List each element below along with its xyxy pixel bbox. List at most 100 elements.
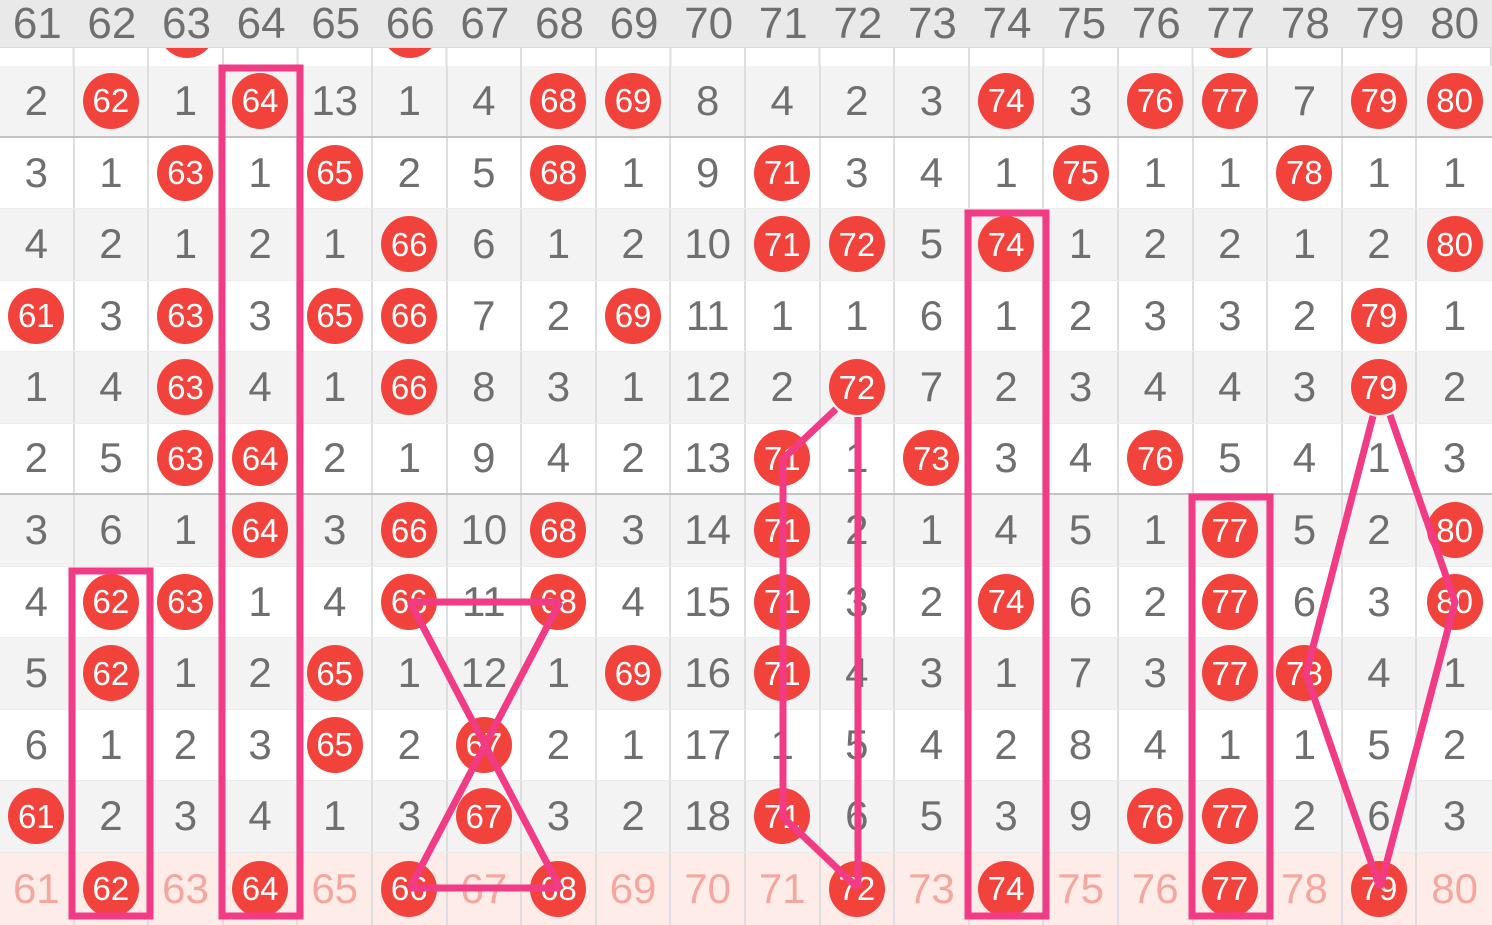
grid-cell: 4 [448,66,523,136]
grid-cell: 3 [0,495,75,566]
drawn-number-ball: 68 [530,573,587,630]
grid-cell: 65 [298,709,373,780]
grid-cell: 64 [224,66,299,136]
grid-cell: 4 [1044,423,1119,493]
miss-count: 6 [919,291,944,339]
grid-cell: 61 [0,852,75,925]
grid-cell: 2 [522,280,597,351]
drawn-number-ball: 69 [605,287,662,344]
draw-row: 4 62 63 1 4 66 11 68 4 15 71 3 2 74 6 2 77 6 3 80 [0,566,1492,638]
grid-cell: 62 [75,566,150,637]
drawn-number-ball: 68 [530,144,587,201]
miss-count: 3 [1367,577,1391,625]
drawn-number-ball: 74 [978,216,1035,273]
grid-cell: 4 [746,66,821,136]
miss-count: 4 [621,577,645,625]
grid-cell: 4 [1194,352,1269,423]
grid-cell: 9 [448,423,523,493]
miss-count: 1 [1292,220,1317,268]
grid-cell: 2 [224,209,299,280]
grid-cell: 2 [970,709,1045,780]
miss-count: 1 [248,577,272,625]
footer-number: 80 [1431,864,1478,912]
miss-count: 1 [173,220,198,268]
grid-cell: 3 [597,495,672,566]
drawn-number-ball: 68 [530,502,587,559]
grid-cell: 63 [149,566,224,637]
grid-cell: 7 [1268,66,1343,136]
miss-count: 1 [770,291,794,339]
miss-count: 2 [1143,577,1167,625]
miss-count: 3 [322,506,347,554]
grid-cell: 1 [224,566,299,637]
drawn-number-ball: 61 [8,788,65,845]
grid-cell: 80 [1417,567,1492,638]
grid-cell: 61 [0,781,75,852]
drawn-number-ball: 64 [232,860,289,917]
drawn-number-ball: 65 [306,287,363,344]
grid-cell: 3 [224,709,299,780]
grid-cell: 3 [895,638,970,709]
grid-cell: 3 [1044,66,1119,136]
grid-cell: 64 [224,852,299,925]
miss-count: 3 [397,792,421,840]
miss-count: 4 [770,76,794,124]
grid-cell: 3 [522,781,597,852]
miss-count: 3 [1442,434,1467,482]
miss-count: 3 [1442,792,1467,840]
miss-count: 1 [1218,720,1242,768]
grid-cell: 62 [75,852,150,925]
miss-count: 1 [1292,720,1317,768]
grid-cell: 68 [522,137,597,208]
grid-cell: 1 [1194,137,1269,208]
grid-cell: 77 [1194,781,1269,852]
miss-count: 2 [546,291,571,339]
grid-cell: 1 [895,495,970,566]
grid-cell: 73 [895,852,970,925]
draw-row: 5 62 1 2 65 1 12 1 69 16 71 4 3 1 7 3 77 78 4 1 [0,638,1492,710]
miss-count: 3 [248,291,272,339]
footer-number: 78 [1281,864,1328,912]
miss-count: 3 [845,577,869,625]
miss-count: 4 [919,720,944,768]
drawn-number-ball: 72 [828,860,885,917]
drawn-number-ball: 79 [1350,860,1407,917]
grid-cell: 75 [1044,137,1119,208]
grid-cell: 67 [448,781,523,852]
drawn-number-ball: 62 [82,573,139,630]
miss-count: 2 [1367,220,1391,268]
miss-count: 1 [1143,506,1167,554]
grid-cell: 66 [373,566,448,637]
drawn-number-ball: 76 [1127,430,1184,487]
grid-cell: 2 [821,66,896,136]
miss-count: 1 [397,649,421,697]
footer-number: 63 [162,864,209,912]
drawn-number-ball: 66 [381,502,438,559]
miss-count: 5 [919,220,944,268]
drawn-number-ball: 80 [1426,216,1483,273]
grid-cell: 2 [522,709,597,780]
grid-cell: 6 [1268,566,1343,637]
grid-cell: 3 [895,66,970,136]
miss-count: 3 [1292,363,1317,411]
rows[interactable]: 2 62 1 64 13 1 4 68 69 8 4 2 3 74 3 76 77 7 79 80 3 1 63 1 65 2 5 6… [0,66,1492,853]
miss-count: 3 [99,291,123,339]
column-header: 72 [833,0,883,48]
miss-count: 2 [994,363,1018,411]
grid-cell: 1 [1417,281,1492,352]
miss-count: 2 [1292,792,1317,840]
miss-count: 1 [397,76,421,124]
drawn-number-ball: 68 [530,72,587,129]
miss-count: 2 [1218,220,1242,268]
drawn-number-ball: 65 [306,716,363,773]
miss-count: 1 [1218,148,1242,196]
miss-count: 6 [1292,577,1317,625]
grid-cell: 75 [1044,852,1119,925]
miss-count: 1 [621,148,645,196]
drawn-number-ball: 69 [605,72,662,129]
grid-cell: 65 [298,852,373,925]
miss-count: 2 [994,720,1018,768]
drawn-number-ball: 69 [605,645,662,702]
grid-cell: 3 [821,137,896,208]
grid-cell: 10 [448,495,523,566]
